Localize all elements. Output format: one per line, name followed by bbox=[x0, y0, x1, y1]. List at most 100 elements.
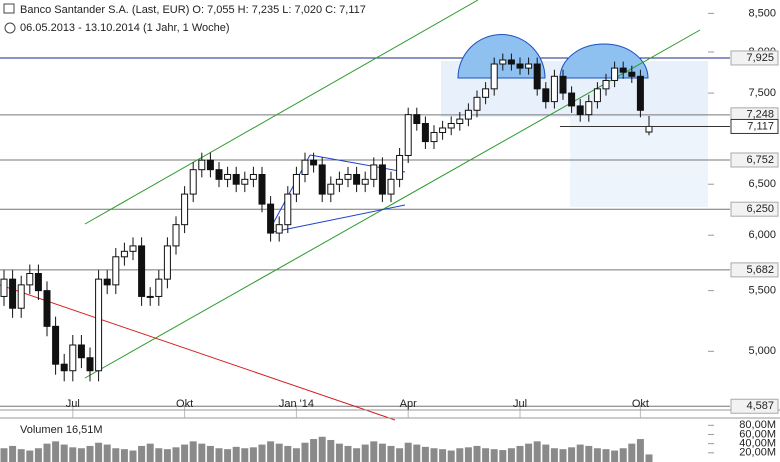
candle-body bbox=[206, 159, 214, 171]
candle-body bbox=[353, 173, 361, 185]
x-tick-label: Okt bbox=[176, 398, 193, 410]
volume-bar bbox=[430, 448, 438, 462]
candle-body bbox=[576, 105, 584, 116]
candle-body bbox=[69, 344, 77, 372]
candle-body bbox=[344, 173, 352, 180]
level-label: 7,925 bbox=[746, 52, 774, 64]
volume-tick-label: 80,00M bbox=[739, 419, 776, 431]
volume-bar bbox=[550, 448, 558, 462]
volume-bar bbox=[585, 445, 593, 462]
candle-body bbox=[568, 92, 576, 107]
candle-body bbox=[95, 278, 103, 372]
highlight-zone bbox=[570, 117, 708, 207]
candle-body bbox=[602, 79, 610, 90]
level-label: 7,248 bbox=[746, 109, 774, 121]
candle-body bbox=[516, 63, 524, 69]
volume-bar bbox=[155, 448, 163, 462]
volume-bar bbox=[628, 443, 636, 462]
candle-body bbox=[77, 344, 85, 359]
volume-bar bbox=[353, 448, 361, 462]
volume-bar bbox=[224, 449, 232, 462]
candle-body bbox=[292, 173, 300, 195]
clock-icon bbox=[4, 22, 16, 34]
volume-bar bbox=[172, 447, 180, 462]
volume-bar bbox=[619, 448, 627, 462]
x-tick-label: Jul bbox=[66, 398, 80, 410]
volume-bar bbox=[361, 444, 369, 462]
volume-bar bbox=[310, 439, 318, 462]
candle-body bbox=[17, 284, 25, 309]
volume-bar bbox=[593, 448, 601, 462]
volume-bar bbox=[542, 444, 550, 462]
candle-body bbox=[447, 123, 455, 129]
candle-body bbox=[0, 278, 8, 297]
volume-bar bbox=[43, 443, 51, 462]
candle-body bbox=[636, 75, 644, 111]
candle-body bbox=[645, 125, 653, 133]
candle-body bbox=[284, 193, 292, 226]
trend-channel bbox=[84, 0, 479, 225]
candle-body bbox=[155, 278, 163, 297]
candle-body bbox=[181, 193, 189, 226]
candle-body bbox=[585, 101, 593, 116]
candle-body bbox=[439, 127, 447, 133]
candle-body bbox=[473, 96, 481, 111]
chart-subtitle: 06.05.2013 - 13.10.2014 (1 Jahr, 1 Woche… bbox=[20, 22, 230, 34]
volume-bar bbox=[482, 448, 490, 462]
volume-bar bbox=[421, 446, 429, 462]
volume-bar bbox=[181, 444, 189, 462]
volume-bar bbox=[95, 442, 103, 462]
candle-body bbox=[525, 63, 533, 69]
volume-bar bbox=[69, 447, 77, 462]
level-label: 6,752 bbox=[746, 154, 774, 166]
candle-body bbox=[361, 178, 369, 185]
y-tick-label: 6,500 bbox=[748, 178, 776, 190]
volume-bar bbox=[26, 450, 34, 462]
volume-bar bbox=[292, 448, 300, 462]
volume-bar bbox=[404, 442, 412, 462]
level-label: 5,682 bbox=[746, 264, 774, 276]
volume-bar bbox=[34, 448, 42, 462]
volume-bar bbox=[533, 441, 541, 462]
candle-body bbox=[327, 183, 335, 195]
volume-bar bbox=[284, 445, 292, 462]
x-tick-label: Jul bbox=[513, 398, 527, 410]
volume-bar bbox=[507, 448, 515, 462]
candle-body bbox=[60, 363, 68, 372]
candle-body bbox=[198, 159, 206, 171]
candle-body bbox=[464, 109, 472, 120]
candle-body bbox=[507, 59, 515, 65]
trend-line bbox=[0, 284, 396, 421]
volume-bar bbox=[275, 443, 283, 462]
level-box bbox=[730, 50, 779, 66]
x-tick-label: Jan '14 bbox=[279, 398, 314, 410]
candle-body bbox=[310, 159, 318, 166]
volume-bar bbox=[52, 441, 60, 462]
volume-bar bbox=[378, 443, 386, 462]
candle-body bbox=[456, 118, 464, 125]
candle-body bbox=[224, 173, 232, 180]
volume-bar bbox=[576, 444, 584, 462]
triangle-line bbox=[309, 154, 406, 173]
volume-bar bbox=[17, 449, 25, 462]
last-price-label: 7,117 bbox=[747, 120, 774, 132]
volume-bar bbox=[335, 443, 343, 462]
chart-icon bbox=[3, 3, 15, 14]
volume-bar bbox=[198, 443, 206, 462]
candle-body bbox=[628, 71, 636, 77]
x-tick-label: Okt bbox=[632, 398, 649, 410]
candle-body bbox=[43, 290, 51, 327]
candle-body bbox=[378, 164, 386, 195]
volume-bar bbox=[206, 445, 214, 462]
volume-bar bbox=[439, 449, 447, 462]
candle-body bbox=[490, 63, 498, 90]
pattern-arc bbox=[457, 34, 546, 79]
candle-body bbox=[370, 164, 378, 180]
volume-bar bbox=[232, 446, 240, 462]
candle-body bbox=[189, 169, 197, 195]
candle-body bbox=[129, 245, 137, 252]
candle-body bbox=[26, 272, 34, 286]
candle-body bbox=[301, 159, 309, 175]
y-tick-label: 5,500 bbox=[748, 285, 776, 297]
volume-bar bbox=[103, 444, 111, 462]
